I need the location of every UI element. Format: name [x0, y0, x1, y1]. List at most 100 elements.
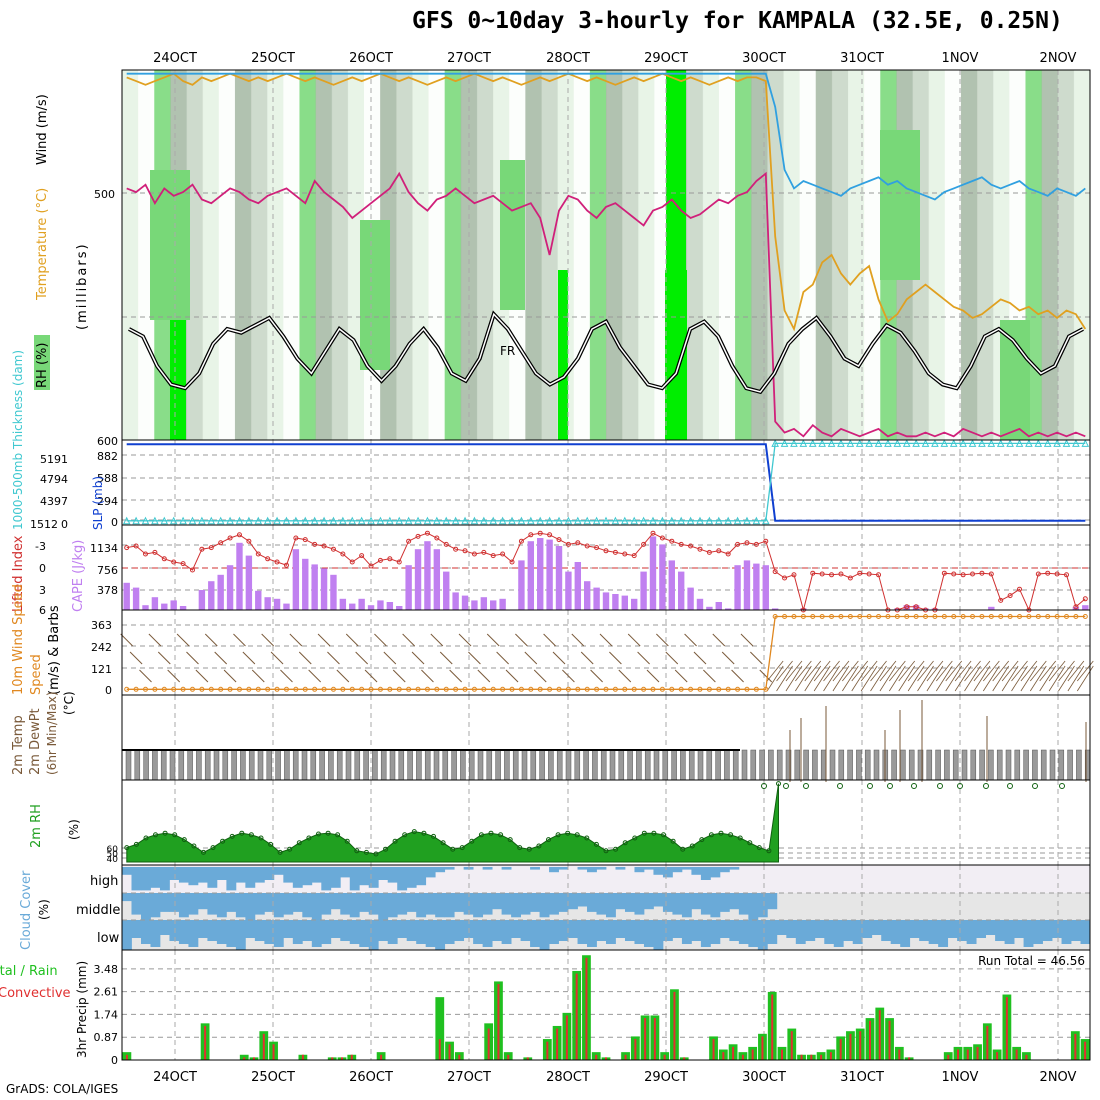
li-marker [650, 530, 656, 536]
temp-bar [1076, 749, 1082, 781]
temp-bar [979, 749, 985, 781]
precip-convective-bar [849, 1033, 852, 1060]
credit-text: GrADS: COLA/IGES [6, 1082, 119, 1096]
cloud-low-bar [786, 920, 797, 938]
cape-bar [283, 603, 290, 610]
wind-barb [731, 669, 744, 683]
thickness-marker [489, 516, 498, 525]
cloud-middle-bar [122, 893, 132, 902]
temp-bar [750, 749, 757, 781]
wind-barb [251, 669, 265, 683]
rh-band [122, 70, 139, 440]
wind-barb [317, 633, 331, 647]
temp-bar [275, 749, 281, 781]
rh2m-marker [526, 846, 532, 852]
cloud-low-bar [843, 920, 854, 941]
thickness-marker [827, 439, 836, 447]
temp-bar [706, 749, 713, 781]
thickness-marker [320, 516, 328, 525]
cloud-low-bar [814, 920, 825, 938]
thickness-marker [423, 516, 432, 525]
li-marker [189, 567, 195, 573]
cloud-low-bar [292, 920, 303, 944]
li-marker [406, 538, 412, 544]
cloud-middle-bar [482, 893, 493, 915]
temp-bar [143, 749, 149, 781]
precip-convective-bar [634, 1039, 637, 1060]
rh2m-marker [1059, 783, 1065, 789]
li-marker [481, 549, 487, 555]
cloud-low-bar [159, 920, 170, 935]
x-tick-label-top: 1NOV [942, 51, 979, 66]
thickness-marker [564, 516, 573, 525]
thickness-tick: 5191 [40, 453, 68, 466]
wind-tick: 0 [105, 684, 112, 697]
thickness-marker [517, 516, 526, 525]
thickness-marker [602, 516, 610, 525]
cloud-middle-bar [691, 893, 702, 910]
rh2m-marker [728, 832, 734, 838]
cloud-low-bar [577, 920, 588, 944]
cloud-low-bar [330, 920, 341, 938]
ylabel-minmax: (6hr Min/Max) [45, 692, 59, 776]
slp-bg [122, 440, 1090, 525]
wind-speed-marker [293, 686, 299, 692]
temp-bar [583, 749, 589, 781]
wind-speed-marker [406, 686, 412, 692]
thickness-marker [583, 516, 592, 525]
li-marker [622, 551, 628, 557]
x-tick-label-top: 25OCT [251, 51, 295, 66]
temp-bar [556, 749, 563, 781]
temp-bar [724, 749, 730, 781]
thickness-marker [874, 439, 883, 447]
li-marker [462, 548, 468, 554]
cloud-middle-bar [207, 893, 218, 915]
thickness-marker [357, 516, 366, 525]
wind-speed-marker [970, 614, 976, 619]
wind-speed-marker [330, 686, 336, 692]
li-marker [152, 549, 158, 555]
rh2m-marker [689, 843, 695, 849]
cape-tick: 378 [97, 584, 118, 597]
li-marker [255, 551, 261, 557]
temp-bar [512, 749, 519, 781]
precip-convective-bar [1005, 997, 1008, 1060]
precip-convective-bar [839, 1039, 842, 1060]
cape-bar [471, 600, 478, 610]
rh-band [666, 70, 686, 440]
cloud-middle-bar [530, 893, 540, 912]
precip-convective-bar [898, 1049, 901, 1060]
wind-tick: 242 [91, 641, 112, 654]
rh2m-marker [162, 830, 168, 836]
thickness-marker [592, 516, 601, 525]
thickness-marker [1062, 439, 1071, 447]
cloud-low-bar [311, 920, 322, 947]
cloud-high-bar [587, 867, 597, 873]
precip-convective-bar [526, 1057, 529, 1060]
cloud-high-bar [681, 867, 692, 870]
wind-barb [233, 633, 246, 647]
cape-bar [367, 605, 375, 610]
li-marker [763, 538, 769, 544]
rh2m-marker [708, 832, 714, 838]
thickness-marker [1053, 439, 1061, 447]
cloud-low-bar [283, 920, 294, 938]
cloud-middle-bar [520, 893, 531, 915]
rh2m-marker [488, 830, 494, 836]
li-marker [725, 551, 731, 557]
cloud-middle-bar [653, 893, 664, 907]
slp-tick: 0 [111, 516, 118, 529]
wind-speed-marker [509, 686, 515, 692]
temp-bar [671, 749, 677, 781]
thickness-marker [301, 516, 310, 525]
li-marker [349, 559, 355, 565]
cloud-middle-bar [368, 893, 379, 915]
li-marker [500, 551, 506, 557]
temp-bar [1067, 749, 1073, 781]
wind-speed-marker [857, 614, 863, 619]
slp-tick: 294 [97, 495, 118, 508]
cloud-low-bar [672, 920, 683, 938]
thickness-marker [837, 439, 845, 447]
thickness-marker [733, 516, 742, 525]
thickness-marker [536, 516, 545, 525]
